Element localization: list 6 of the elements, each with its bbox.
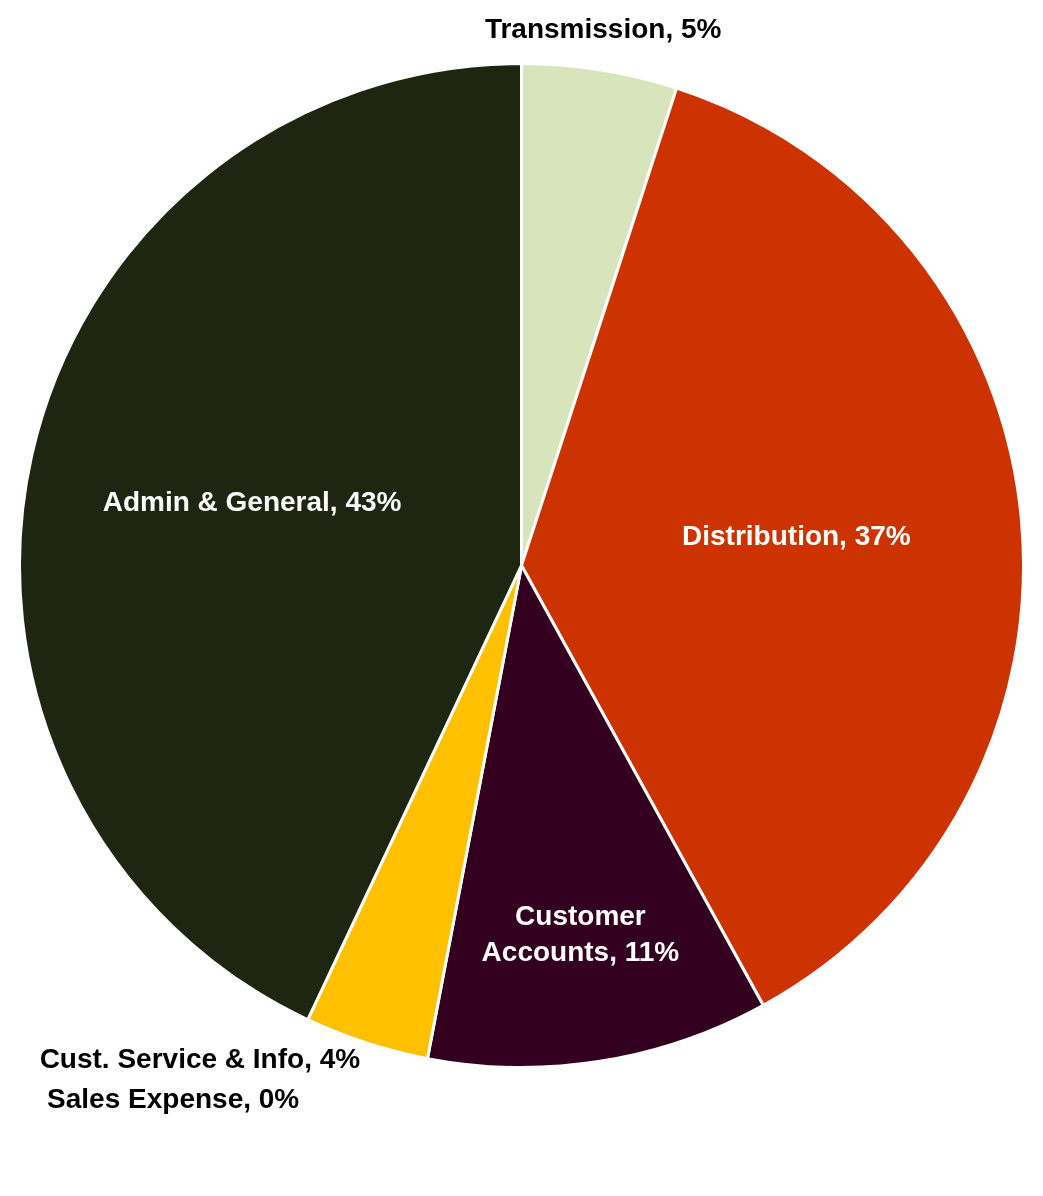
slice-label: Transmission, 5% bbox=[484, 12, 722, 44]
slice-label: Customer Accounts, 11% bbox=[481, 900, 680, 968]
slice-label: Admin & General, 43% bbox=[102, 485, 402, 517]
slice-label: Cust. Service & Info, 4% bbox=[39, 1042, 361, 1074]
category-label: Sales Expense, 0% bbox=[47, 1082, 300, 1114]
slice-label: Distribution, 37% bbox=[682, 520, 911, 552]
